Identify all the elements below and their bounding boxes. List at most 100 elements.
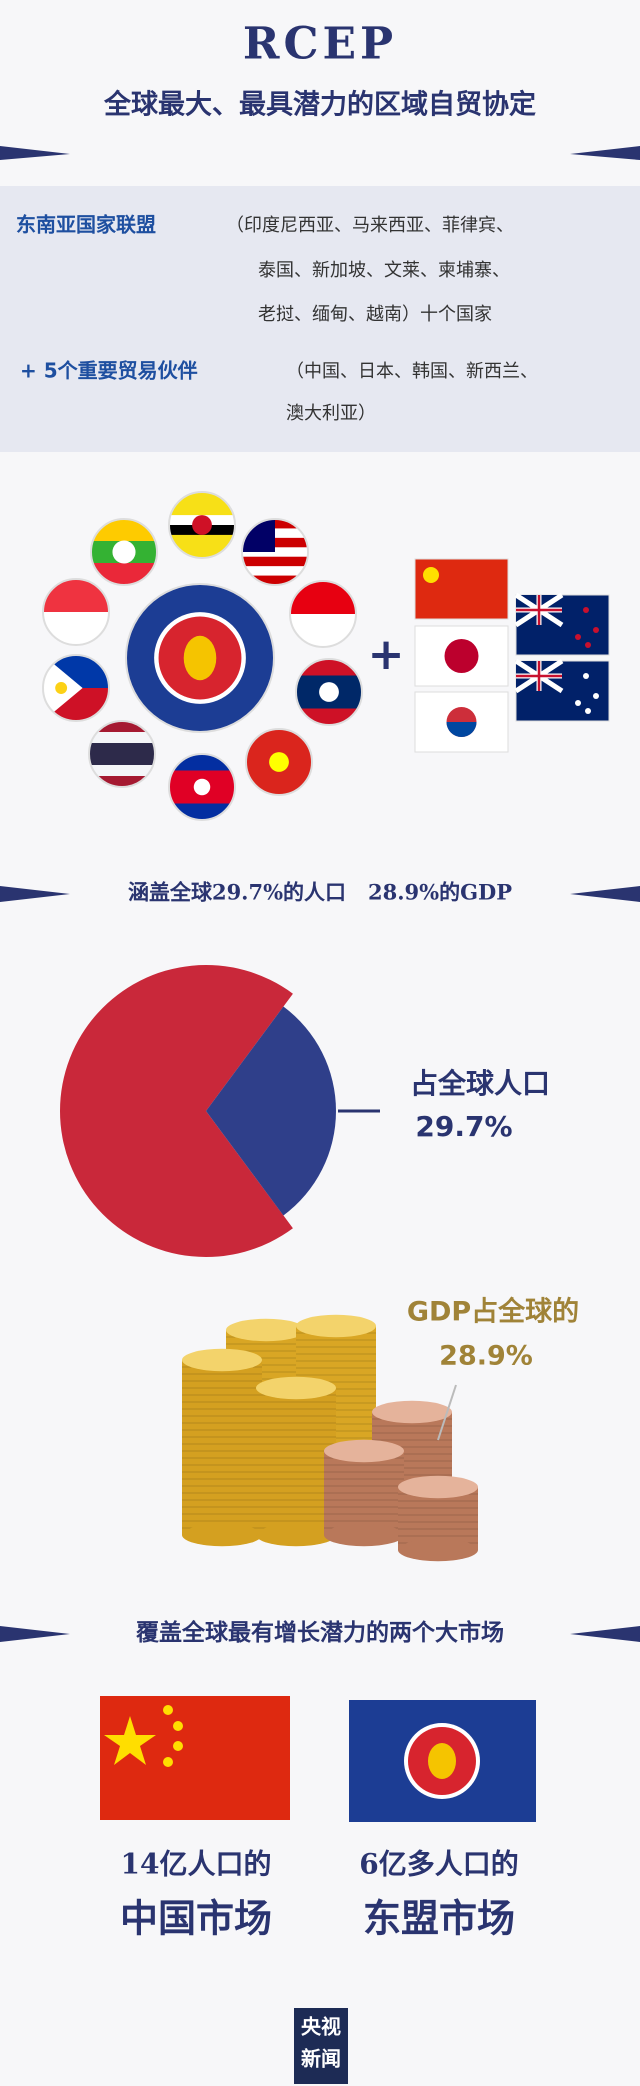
members-detail: （印度尼西亚、马来西亚、菲律宾、 xyxy=(226,215,514,236)
pie-slice xyxy=(206,1006,336,1216)
flag-rim xyxy=(289,580,357,648)
coin-stack xyxy=(256,1388,336,1535)
flag-star xyxy=(104,1716,156,1765)
market-line1: 14亿人口的 xyxy=(121,1848,272,1881)
flag-rim xyxy=(241,518,309,586)
coin-stack xyxy=(324,1451,404,1535)
coin-top xyxy=(324,1439,404,1463)
partners-heading: + 5个重要贸易伙伴 xyxy=(20,359,198,383)
coin-top xyxy=(226,1318,306,1342)
title: RCEP xyxy=(243,19,397,70)
flag-cross xyxy=(516,661,562,691)
flag-cross xyxy=(516,595,562,625)
flag-stripe xyxy=(242,547,308,558)
market-line2: 东盟市场 xyxy=(363,1896,515,1941)
coin-top xyxy=(398,1475,478,1499)
flag-rim xyxy=(42,578,110,646)
flag-rim xyxy=(168,491,236,559)
flag-star xyxy=(575,634,581,640)
flag-star xyxy=(593,693,599,699)
decor-bar xyxy=(570,146,640,160)
flag-stripe xyxy=(242,556,308,567)
flag-star xyxy=(583,607,589,613)
members-detail: 老挝、缅甸、越南）十个国家 xyxy=(258,304,492,325)
coin-top xyxy=(372,1400,452,1424)
flag-circle xyxy=(126,584,274,732)
flag-stripe xyxy=(242,575,308,585)
pie xyxy=(60,965,336,1257)
flag-star xyxy=(173,1741,183,1751)
decor-bar xyxy=(0,886,70,902)
flag-stripe xyxy=(242,566,308,577)
flag-field xyxy=(100,1696,290,1820)
info-text: 东南亚国家联盟 （印度尼西亚、马来西亚、菲律宾、 泰国、新加坡、文莱、柬埔寨、 … xyxy=(16,213,538,425)
flag-rim xyxy=(295,658,363,726)
market-line2: 中国市场 xyxy=(120,1896,272,1941)
partners-detail: （中国、日本、韩国、新西兰、 xyxy=(286,361,538,382)
flag-star xyxy=(575,700,581,706)
decor-bar xyxy=(0,1626,70,1642)
flag-emblem xyxy=(428,1743,456,1779)
partners-detail: 澳大利亚） xyxy=(286,403,376,424)
flag-stripe xyxy=(89,765,155,777)
population-caption: 占全球人口 xyxy=(410,1067,550,1100)
logo-text: 新闻 xyxy=(301,2047,341,2071)
flag-star xyxy=(593,627,599,633)
flag-stripe xyxy=(89,743,155,766)
logo xyxy=(294,2008,348,2084)
decor-bar xyxy=(570,1626,640,1642)
coin-top xyxy=(296,1314,376,1338)
flag-emblem xyxy=(193,778,211,796)
flag-circle xyxy=(89,721,155,787)
gdp-label: 28.9% xyxy=(439,1341,533,1372)
pie-slice-rest xyxy=(60,965,293,1257)
flag-stripe xyxy=(89,776,155,787)
flag-emblem xyxy=(446,722,477,737)
logo-text: 央视 xyxy=(301,2015,341,2039)
flag-star xyxy=(583,673,589,679)
coin-stack xyxy=(182,1360,262,1535)
flag-rim xyxy=(90,518,158,586)
flag-emblem xyxy=(112,540,136,564)
flag-emblem xyxy=(269,752,289,772)
coin-top xyxy=(182,1348,262,1372)
flag xyxy=(414,691,509,753)
flag-rim xyxy=(125,583,275,733)
coin-bottom xyxy=(182,1523,262,1547)
members-detail: 泰国、新加坡、文莱、柬埔寨、 xyxy=(258,260,510,281)
flag-star xyxy=(585,642,591,648)
markets-banner: 覆盖全球最有增长潜力的两个大市场 xyxy=(135,1619,504,1646)
flag-stripe xyxy=(169,534,235,558)
flag-rim xyxy=(245,728,313,796)
flag-stripe xyxy=(91,519,157,542)
flag-stripe xyxy=(89,732,155,744)
info-box xyxy=(0,186,640,452)
flag-rim xyxy=(42,654,110,722)
flag-star xyxy=(173,1721,183,1731)
gdp-caption: GDP占全球的 xyxy=(407,1296,579,1328)
china-flag xyxy=(100,1696,290,1820)
leader-line xyxy=(437,1384,457,1441)
decor-bar xyxy=(0,146,70,160)
flag-emblem xyxy=(183,635,217,681)
plus-sign: + xyxy=(368,629,405,680)
flag-star xyxy=(163,1705,173,1715)
flag-stripe xyxy=(169,492,235,516)
coin-bottom xyxy=(324,1523,404,1547)
flag-stripe xyxy=(91,563,157,585)
flag-rim xyxy=(88,720,156,788)
flag-rim xyxy=(168,753,236,821)
population-label: 29.7% xyxy=(415,1110,512,1143)
flag-stripe xyxy=(89,721,155,733)
decor-bar xyxy=(570,886,640,902)
flag-star xyxy=(585,708,591,714)
flag-emblem xyxy=(319,682,339,702)
flag-circle xyxy=(91,519,157,585)
coin-bottom xyxy=(256,1523,336,1547)
flags xyxy=(42,491,610,821)
coverage-banner: 涵盖全球29.7%的人口 28.9%的GDP xyxy=(128,880,512,905)
coins xyxy=(182,1314,478,1562)
subtitle: 全球最大、最具潜力的区域自贸协定 xyxy=(103,89,536,121)
market-line1: 6亿多人口的 xyxy=(359,1848,518,1881)
